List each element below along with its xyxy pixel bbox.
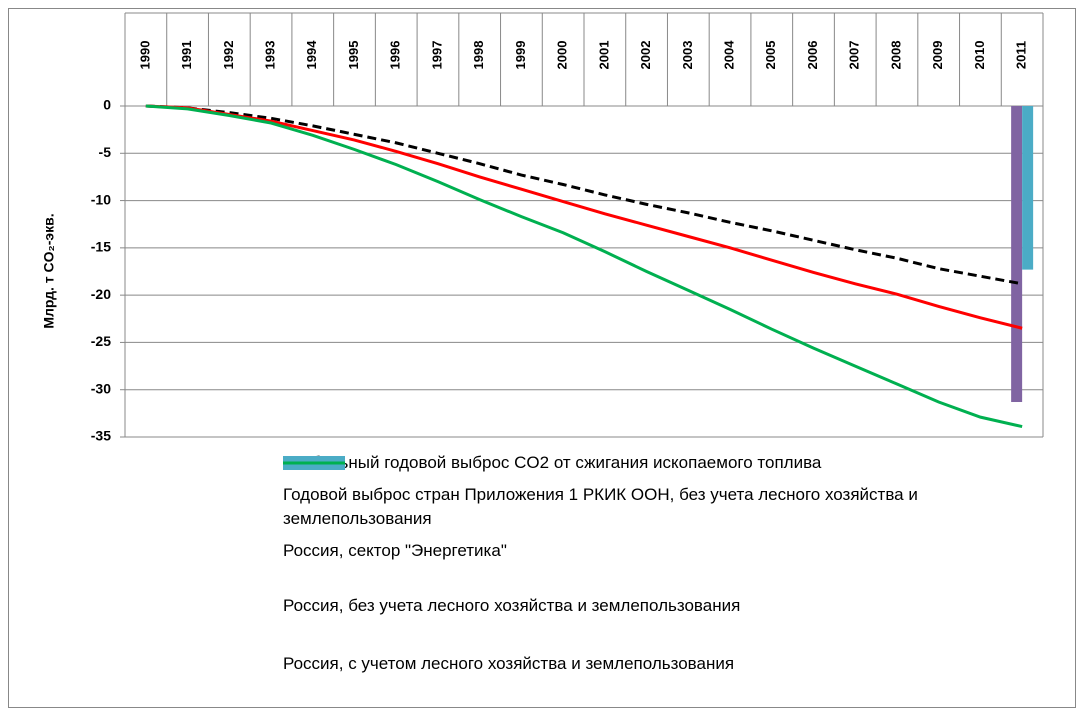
legend-label: Глобальный годовой выброс CO2 от сжигани… [283,453,822,472]
line-series [145,104,1023,286]
y-tick-label: -10 [91,191,111,207]
x-tick-label: 2005 [763,41,778,70]
x-tick-label: 1995 [346,41,361,70]
y-tick-label: -35 [91,428,111,444]
legend-label: Россия, без учета лесного хозяйства и зе… [283,596,741,615]
x-tick-label: 2003 [680,41,695,70]
x-tick-label: 1998 [471,41,486,70]
y-tick-label: -15 [91,239,111,255]
bar [1011,106,1023,403]
legend-item: Россия, с учетом лесного хозяйства и зем… [283,461,923,676]
x-tick-label: 2008 [888,41,903,70]
y-tick-label: -30 [91,380,111,396]
legend-item: Годовой выброс стран Приложения 1 РКИК О… [283,456,923,531]
y-tick-label: 0 [103,97,111,113]
line-series [145,104,1023,330]
legend-label: Годовой выброс стран Приложения 1 РКИК О… [283,485,918,528]
y-tick-label: -20 [91,286,111,302]
x-tick-label: 2011 [1014,41,1029,69]
legend-item: Россия, сектор "Энергетика" [283,461,923,563]
x-tick-label: 1990 [137,41,152,70]
x-tick-label: 1991 [179,41,194,70]
legend-item: Глобальный годовой выброс CO2 от сжигани… [283,451,923,475]
x-tick-label: 1996 [388,41,403,70]
legend: Глобальный годовой выброс CO2 от сжигани… [283,451,923,676]
y-axis-label: Млрд. т CO₂-экв. [41,213,57,328]
bar [1022,106,1034,270]
x-tick-label: 1999 [513,41,528,70]
x-tick-label: 1992 [221,41,236,70]
line-series [145,104,1023,429]
x-tick-label: 2007 [847,41,862,70]
x-tick-label: 2000 [555,41,570,70]
x-tick-label: 2006 [805,41,820,70]
y-tick-label: -5 [99,144,112,160]
legend-item: Россия, без учета лесного хозяйства и зе… [283,461,923,618]
x-tick-label: 2002 [638,41,653,70]
y-tick-label: -25 [91,333,111,349]
x-tick-label: 2004 [721,40,736,70]
legend-symbol [283,461,345,465]
x-tick-label: 2009 [930,41,945,70]
x-tick-label: 1994 [304,40,319,70]
legend-label: Россия, с учетом лесного хозяйства и зем… [283,654,735,673]
chart-frame [8,8,1076,708]
x-tick-label: 1993 [262,41,277,70]
x-tick-label: 2001 [596,41,611,70]
legend-label: Россия, сектор "Энергетика" [283,541,507,560]
x-tick-label: 1997 [429,41,444,70]
x-tick-label: 2010 [972,41,987,70]
